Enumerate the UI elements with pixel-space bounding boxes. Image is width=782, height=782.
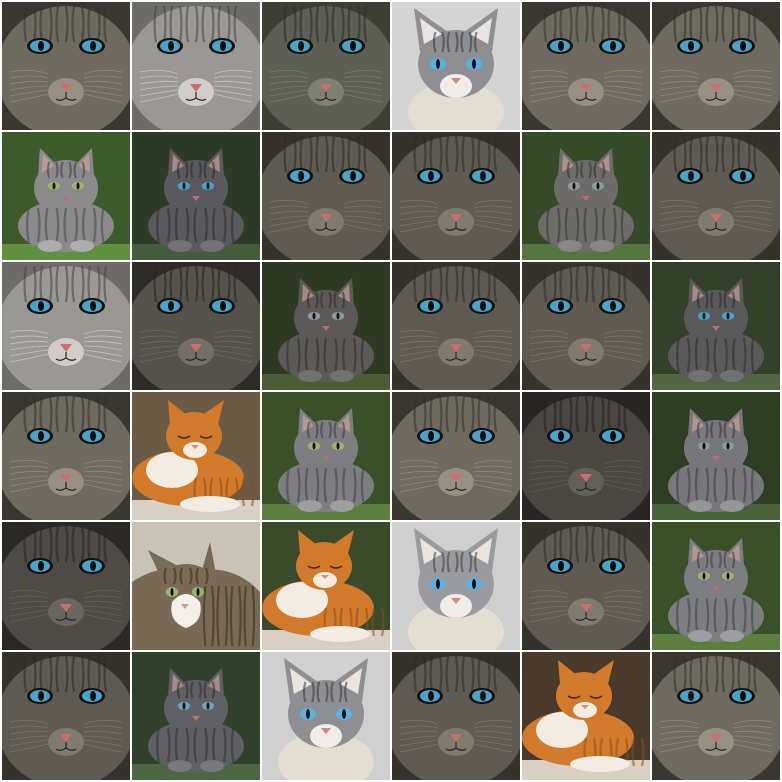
cat-photo-tabby-closeup bbox=[522, 262, 650, 390]
cat-image-tile bbox=[262, 262, 390, 390]
cat-photo-siamese-tabby bbox=[262, 652, 390, 780]
cat-image-tile bbox=[652, 2, 780, 130]
cat-photo-tabby-closeup bbox=[392, 132, 520, 260]
cat-photo-calico-tabby bbox=[132, 522, 260, 650]
cat-photo-tabby-closeup bbox=[392, 392, 520, 520]
cat-photo-tabby-closeup bbox=[132, 262, 260, 390]
cat-photo-tabby-closeup bbox=[522, 522, 650, 650]
cat-image-tile bbox=[132, 392, 260, 520]
cat-image-tile bbox=[652, 262, 780, 390]
cat-image-tile bbox=[522, 132, 650, 260]
cat-image-tile bbox=[392, 652, 520, 780]
cat-image-tile bbox=[2, 652, 130, 780]
cat-image-tile bbox=[522, 392, 650, 520]
cat-image-tile bbox=[652, 522, 780, 650]
cat-photo-tabby-closeup bbox=[652, 652, 780, 780]
cat-photo-tabby-closeup bbox=[652, 132, 780, 260]
cat-image-tile bbox=[132, 132, 260, 260]
cat-image-tile bbox=[652, 392, 780, 520]
cat-photo-siamese-tabby bbox=[392, 2, 520, 130]
cat-image-tile bbox=[2, 522, 130, 650]
cat-photo-tabby-closeup bbox=[262, 132, 390, 260]
cat-image-tile bbox=[392, 392, 520, 520]
cat-image-tile bbox=[522, 262, 650, 390]
cat-image-tile bbox=[392, 262, 520, 390]
cat-photo-tabby-closeup bbox=[2, 262, 130, 390]
cat-image-tile bbox=[262, 522, 390, 650]
cat-photo-tabby-closeup bbox=[652, 2, 780, 130]
cat-image-tile bbox=[262, 2, 390, 130]
cat-photo-gray-tabby-sitting bbox=[262, 392, 390, 520]
cat-photo-tabby-closeup bbox=[522, 392, 650, 520]
cat-image-tile bbox=[652, 652, 780, 780]
cat-image-tile bbox=[392, 522, 520, 650]
cat-photo-gray-tabby-sitting bbox=[522, 132, 650, 260]
cat-image-tile bbox=[132, 2, 260, 130]
cat-photo-gray-tabby-sitting bbox=[652, 392, 780, 520]
cat-photo-orange-cat-lying bbox=[262, 522, 390, 650]
cat-photo-gray-tabby-sitting bbox=[262, 262, 390, 390]
cat-image-tile bbox=[392, 2, 520, 130]
cat-photo-tabby-closeup bbox=[522, 2, 650, 130]
cat-photo-tabby-closeup bbox=[392, 262, 520, 390]
cat-image-tile bbox=[2, 392, 130, 520]
cat-photo-gray-tabby-sitting bbox=[652, 522, 780, 650]
cat-image-tile bbox=[522, 652, 650, 780]
cat-image-tile bbox=[262, 392, 390, 520]
cat-image-tile bbox=[2, 132, 130, 260]
cat-photo-orange-cat-lying bbox=[522, 652, 650, 780]
cat-photo-tabby-closeup bbox=[392, 652, 520, 780]
cat-photo-orange-cat-lying bbox=[132, 392, 260, 520]
cat-image-tile bbox=[392, 132, 520, 260]
cat-photo-tabby-closeup bbox=[262, 2, 390, 130]
cat-image-tile bbox=[522, 522, 650, 650]
cat-photo-gray-tabby-sitting bbox=[132, 132, 260, 260]
cat-photo-tabby-closeup bbox=[2, 2, 130, 130]
cat-image-tile bbox=[262, 132, 390, 260]
cat-photo-gray-tabby-sitting bbox=[652, 262, 780, 390]
cat-photo-tabby-closeup bbox=[132, 2, 260, 130]
cat-image-tile bbox=[2, 2, 130, 130]
cat-photo-gray-tabby-sitting bbox=[132, 652, 260, 780]
cat-image-tile bbox=[522, 2, 650, 130]
cat-image-tile bbox=[2, 262, 130, 390]
cat-image-tile bbox=[132, 652, 260, 780]
cat-image-tile bbox=[262, 652, 390, 780]
cat-photo-tabby-closeup bbox=[2, 652, 130, 780]
cat-image-tile bbox=[132, 522, 260, 650]
cat-image-tile bbox=[132, 262, 260, 390]
cat-photo-gray-tabby-sitting bbox=[2, 132, 130, 260]
cat-image-tile bbox=[652, 132, 780, 260]
cat-photo-siamese-tabby bbox=[392, 522, 520, 650]
cat-photo-tabby-closeup bbox=[2, 392, 130, 520]
cat-photo-tabby-closeup bbox=[2, 522, 130, 650]
